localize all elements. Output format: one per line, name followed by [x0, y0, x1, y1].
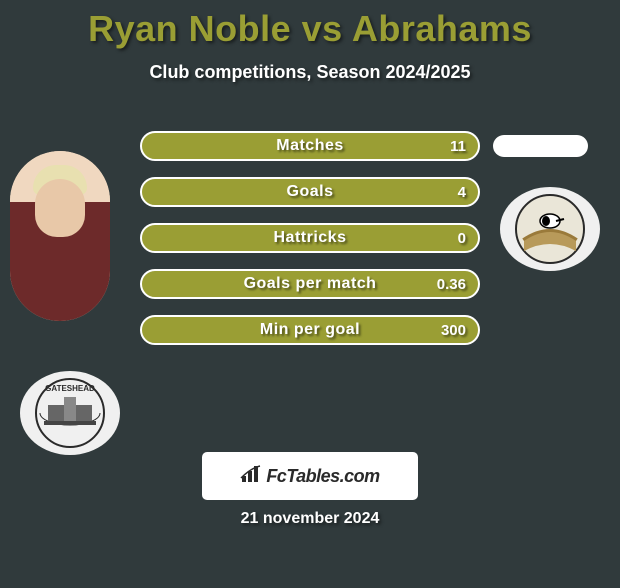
stat-bar-hattricks: Hattricks 0: [140, 223, 480, 253]
chart-icon: [240, 464, 262, 489]
stat-label: Goals per match: [244, 275, 377, 293]
player-right-photo: [493, 135, 588, 157]
stat-right-value: 11: [450, 138, 466, 155]
stat-label: Goals: [287, 183, 334, 201]
stat-right-value: 0: [458, 230, 466, 247]
stat-right-value: 4: [458, 184, 466, 201]
subtitle: Club competitions, Season 2024/2025: [0, 62, 620, 83]
stats-panel: Matches 11 Goals 4 Hattricks 0 Goals per…: [140, 131, 480, 361]
player-left-photo: [10, 151, 110, 321]
fctables-logo[interactable]: FcTables.com: [202, 452, 418, 500]
stat-bar-goals-per-match: Goals per match 0.36: [140, 269, 480, 299]
svg-text:GATESHEAD: GATESHEAD: [45, 384, 95, 393]
stat-label: Hattricks: [274, 229, 347, 247]
page-title: Ryan Noble vs Abrahams: [0, 8, 620, 50]
stat-bar-goals: Goals 4: [140, 177, 480, 207]
player-right-crest: [500, 187, 600, 271]
stat-label: Min per goal: [260, 321, 360, 339]
stat-right-value: 0.36: [437, 276, 466, 293]
crest-right-icon: [506, 193, 594, 265]
stat-label: Matches: [276, 137, 344, 155]
stat-bar-min-per-goal: Min per goal 300: [140, 315, 480, 345]
date-text: 21 november 2024: [0, 510, 620, 528]
player-left-photo-placeholder: [10, 151, 110, 321]
logo-text: FcTables.com: [266, 466, 379, 487]
stat-bar-matches: Matches 11: [140, 131, 480, 161]
crest-gateshead-icon: GATESHEAD: [26, 377, 114, 449]
player-left-crest: GATESHEAD: [20, 371, 120, 455]
stat-right-value: 300: [441, 322, 466, 339]
